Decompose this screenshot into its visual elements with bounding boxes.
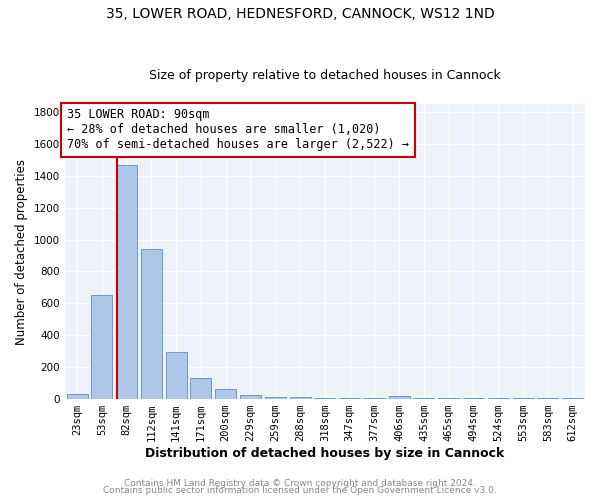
Text: 35 LOWER ROAD: 90sqm
← 28% of detached houses are smaller (1,020)
70% of semi-de: 35 LOWER ROAD: 90sqm ← 28% of detached h… xyxy=(67,108,409,152)
Bar xyxy=(538,398,559,399)
Bar xyxy=(314,398,335,399)
Bar xyxy=(67,394,88,399)
Bar xyxy=(438,398,459,399)
X-axis label: Distribution of detached houses by size in Cannock: Distribution of detached houses by size … xyxy=(145,447,505,460)
Bar xyxy=(413,398,434,399)
Bar xyxy=(290,398,311,399)
Bar xyxy=(116,164,137,399)
Bar xyxy=(141,249,162,399)
Bar xyxy=(512,398,533,399)
Bar xyxy=(463,398,484,399)
Y-axis label: Number of detached properties: Number of detached properties xyxy=(15,158,28,344)
Bar xyxy=(166,352,187,399)
Title: Size of property relative to detached houses in Cannock: Size of property relative to detached ho… xyxy=(149,69,501,82)
Bar xyxy=(215,388,236,399)
Bar xyxy=(265,396,286,399)
Bar xyxy=(364,398,385,399)
Bar xyxy=(240,395,261,399)
Bar xyxy=(389,396,410,399)
Bar xyxy=(562,398,583,399)
Bar xyxy=(488,398,509,399)
Text: 35, LOWER ROAD, HEDNESFORD, CANNOCK, WS12 1ND: 35, LOWER ROAD, HEDNESFORD, CANNOCK, WS1… xyxy=(106,8,494,22)
Text: Contains public sector information licensed under the Open Government Licence v3: Contains public sector information licen… xyxy=(103,486,497,495)
Bar xyxy=(190,378,211,399)
Bar xyxy=(339,398,360,399)
Text: Contains HM Land Registry data © Crown copyright and database right 2024.: Contains HM Land Registry data © Crown c… xyxy=(124,478,476,488)
Bar xyxy=(91,296,112,399)
